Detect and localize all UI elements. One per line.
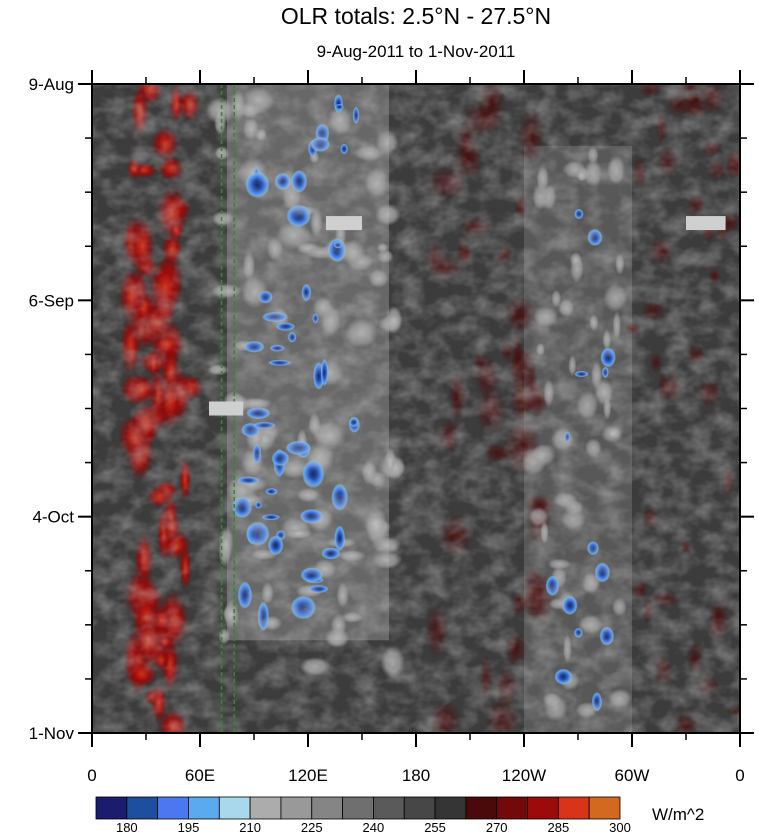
colorbar-label: 240 [363,820,385,834]
colorbar-label: 270 [486,820,508,834]
colorbar-label: 285 [548,820,570,834]
x-tick-label: 120W [502,766,546,785]
colorbar-swatch [403,796,436,820]
colorbar-label: 180 [116,820,138,834]
y-tick-label: 1-Nov [29,724,75,743]
colorbar-swatch [557,796,590,820]
colorbar: 180 195 210 225 240 255 270 285 300 [95,796,631,834]
colorbar-swatch [126,796,159,820]
colorbar-swatch [373,796,405,820]
colorbar-swatch [95,796,128,820]
y-tick-label: 6-Sep [29,291,74,310]
plot-area [92,84,740,733]
colorbar-label: 195 [178,820,200,834]
colorbar-label: 225 [301,820,323,834]
colorbar-units: W/m^2 [652,805,704,824]
colorbar-swatch [496,796,528,820]
colorbar-label: 300 [609,820,631,834]
x-axis: 0 60E 120E 180 120W 60W 0 [87,70,745,785]
chart-title: OLR totals: 2.5°N - 27.5°N [281,3,551,29]
x-tick-label: 120E [288,766,328,785]
colorbar-swatch [342,796,374,820]
y-tick-label: 9-Aug [29,75,74,94]
x-tick-label: 60W [615,766,650,785]
colorbar-swatch [188,796,220,820]
plot-texture [92,84,740,733]
x-tick-label: 0 [735,766,744,785]
colorbar-label: 255 [424,820,446,834]
colorbar-swatch [311,796,343,820]
y-tick-label: 4-Oct [32,508,74,527]
colorbar-swatch [588,796,621,820]
chart-subtitle: 9-Aug-2011 to 1-Nov-2011 [317,42,516,61]
colorbar-swatch [465,796,498,820]
colorbar-swatch [157,796,189,820]
x-tick-label: 60E [185,766,215,785]
colorbar-swatch [527,796,559,820]
colorbar-swatch [280,796,313,820]
colorbar-swatch [434,796,467,820]
x-tick-label: 0 [87,766,96,785]
missing-data-markers [209,216,726,416]
colorbar-swatch [249,796,282,820]
colorbar-swatch [218,796,251,820]
missing-data-marker [209,401,244,416]
x-tick-label: 180 [402,766,430,785]
missing-data-marker [686,216,726,231]
y-axis: 9-Aug 6-Sep 4-Oct 1-Nov [29,75,754,743]
missing-data-marker [326,216,362,231]
colorbar-label: 210 [239,820,261,834]
